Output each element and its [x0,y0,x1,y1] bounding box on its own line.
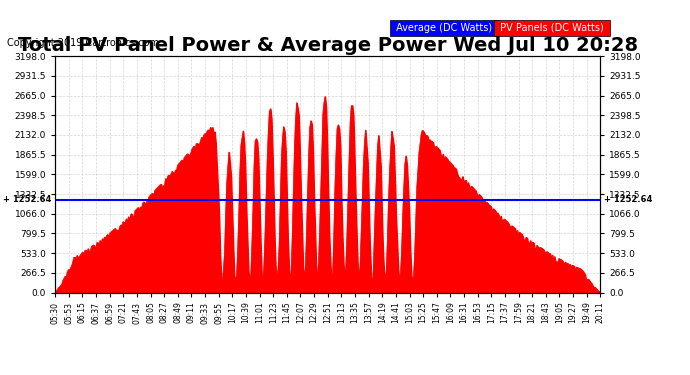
Title: Total PV Panel Power & Average Power Wed Jul 10 20:28: Total PV Panel Power & Average Power Wed… [18,36,638,55]
Text: Copyright 2019 Cartronics.com: Copyright 2019 Cartronics.com [7,38,159,48]
Text: PV Panels (DC Watts): PV Panels (DC Watts) [497,23,607,33]
Text: + 1252.64: + 1252.64 [604,195,653,204]
Text: Average (DC Watts): Average (DC Watts) [393,23,495,33]
Text: + 1252.64: + 1252.64 [3,195,51,204]
